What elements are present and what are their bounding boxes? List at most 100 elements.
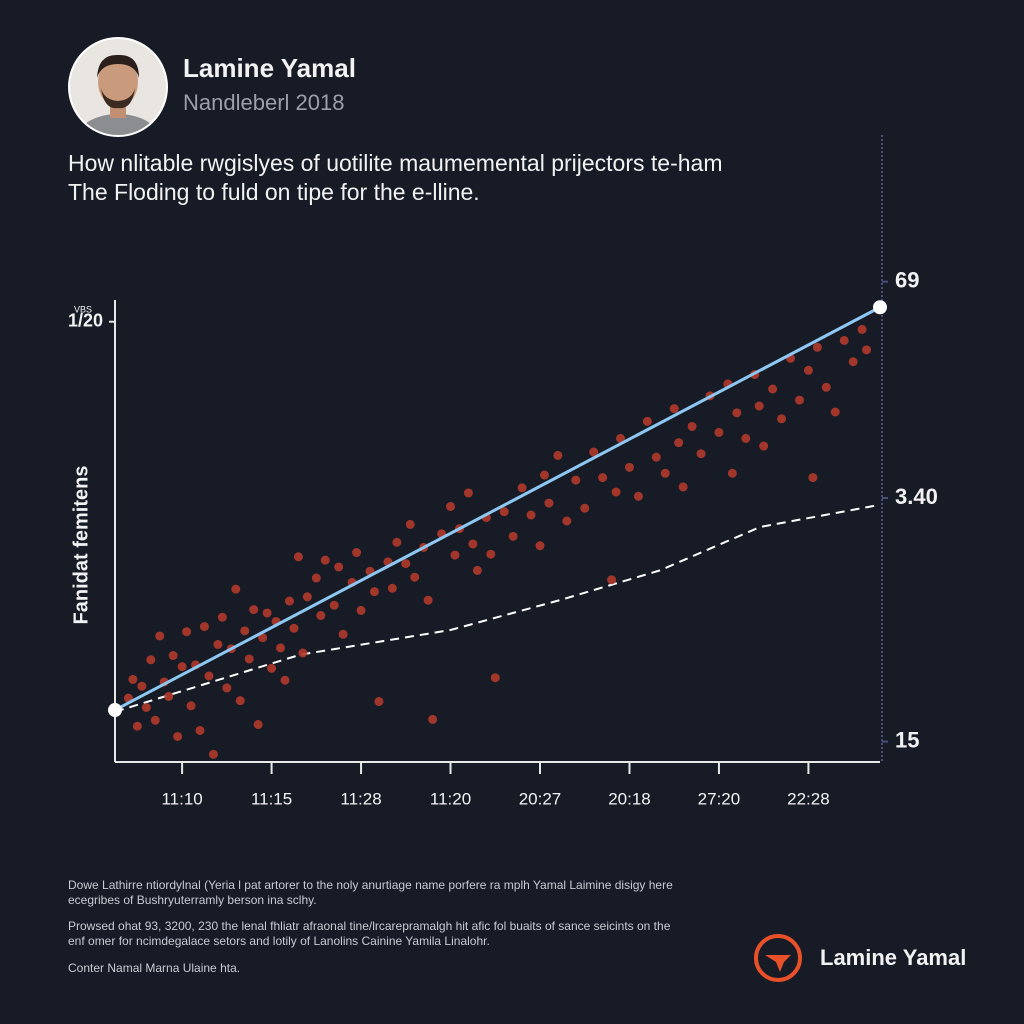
- scatter-point: [392, 537, 402, 547]
- brand-name[interactable]: Lamine Yamal: [820, 945, 966, 970]
- scatter-point: [611, 487, 621, 497]
- y2-tick-label: 69: [895, 268, 919, 293]
- trend-line: [114, 305, 881, 712]
- scatter-point: [199, 622, 209, 632]
- scatter-point: [141, 702, 151, 712]
- scatter-point: [848, 357, 858, 367]
- scatter-point: [526, 510, 536, 520]
- y-axis-title: Fanidat femitens: [70, 466, 92, 625]
- scatter-point: [651, 452, 661, 462]
- scatter-point: [401, 559, 411, 569]
- scatter-point: [857, 324, 867, 334]
- scatter-point: [195, 725, 205, 735]
- scatter-point: [732, 408, 742, 418]
- scatter-point: [759, 441, 769, 451]
- avatar[interactable]: [68, 37, 168, 166]
- user-name[interactable]: Lamine Yamal: [183, 53, 356, 83]
- scatter-point: [208, 749, 218, 759]
- scatter-point: [356, 605, 366, 615]
- scatter-point: [240, 626, 250, 636]
- scatter-point: [660, 468, 670, 478]
- scatter-point: [302, 592, 312, 602]
- footer-text: enf omer for ncimdegalace setors and lot…: [68, 934, 490, 948]
- scatter-point: [696, 449, 706, 459]
- scatter-point: [862, 345, 872, 355]
- scatter-point: [741, 433, 751, 443]
- scatter-point: [450, 550, 460, 560]
- scatter-point: [517, 483, 527, 493]
- scatter-point: [231, 584, 241, 594]
- scatter-point: [803, 365, 813, 375]
- scatter-point: [213, 639, 223, 649]
- scatter-point: [352, 548, 362, 558]
- scatter-point: [830, 407, 840, 417]
- scatter-point: [280, 675, 290, 685]
- scatter-point: [276, 643, 286, 653]
- scatter-point: [128, 674, 138, 684]
- brand-logo[interactable]: [754, 934, 802, 982]
- footer-text: ecegribes of Bushryuterramly berson ina …: [68, 893, 317, 907]
- scatter-point: [338, 629, 348, 639]
- scatter-point: [580, 503, 590, 513]
- scatter-point: [714, 427, 724, 437]
- x-tick-label: 11:20: [430, 789, 471, 808]
- scatter-point: [249, 605, 259, 615]
- scatter-point: [132, 721, 142, 731]
- scatter-point: [808, 473, 818, 483]
- scatter-point: [369, 587, 379, 597]
- scatter-point: [624, 462, 634, 472]
- scatter-point: [508, 531, 518, 541]
- x-tick-label: 11:15: [251, 789, 292, 808]
- scatter-point: [607, 575, 617, 585]
- scatter-point: [410, 572, 420, 582]
- scatter-point: [320, 555, 330, 565]
- scatter-point: [258, 633, 268, 643]
- scatter-point: [235, 696, 245, 706]
- scatter-point: [146, 655, 156, 665]
- scatter-point: [329, 600, 339, 610]
- scatter-point: [768, 384, 778, 394]
- scatter-point: [562, 516, 572, 526]
- footer-text: Dowe Lathirre ntiordylnal (Yeria l pat a…: [68, 878, 673, 892]
- scatter-point: [777, 414, 787, 424]
- trend-end: [108, 703, 122, 718]
- scatter-point: [423, 595, 433, 605]
- scatter-point: [293, 552, 303, 562]
- scatter-point: [405, 519, 415, 529]
- scatter-point: [150, 715, 160, 725]
- scatter-point: [173, 731, 183, 741]
- scatter-point: [544, 498, 554, 508]
- scatter-point: [262, 608, 272, 618]
- scatter-point: [222, 683, 232, 693]
- scatter-point: [669, 404, 679, 414]
- scatter-point: [687, 421, 697, 431]
- scatter-point: [468, 539, 478, 549]
- scatter-point: [267, 663, 277, 673]
- scatter-point: [486, 549, 496, 559]
- trend-end: [873, 300, 887, 315]
- scatter-point: [182, 627, 192, 637]
- scatter-point: [311, 573, 321, 583]
- scatter-point: [589, 447, 599, 457]
- footer-text: Conter Namal Marna Ulaine hta.: [68, 961, 240, 975]
- scatter-point: [204, 671, 214, 681]
- scatter-point: [553, 450, 563, 460]
- scatter-point: [244, 654, 254, 664]
- x-tick-label: 20:27: [519, 789, 562, 808]
- y2-tick-label: 3.40: [895, 484, 938, 509]
- scatter-point: [678, 482, 688, 492]
- scatter-point: [155, 631, 165, 641]
- x-tick-label: 11:28: [340, 789, 381, 808]
- scatter-point: [168, 651, 178, 661]
- scatter-point: [298, 648, 308, 658]
- scatter-point: [374, 697, 384, 707]
- scatter-point: [499, 507, 509, 517]
- scatter-point: [633, 491, 643, 501]
- scatter-point: [472, 565, 482, 575]
- scatter-point: [253, 720, 263, 730]
- scatter-point: [284, 596, 294, 606]
- y2-tick-label: 15: [895, 727, 919, 752]
